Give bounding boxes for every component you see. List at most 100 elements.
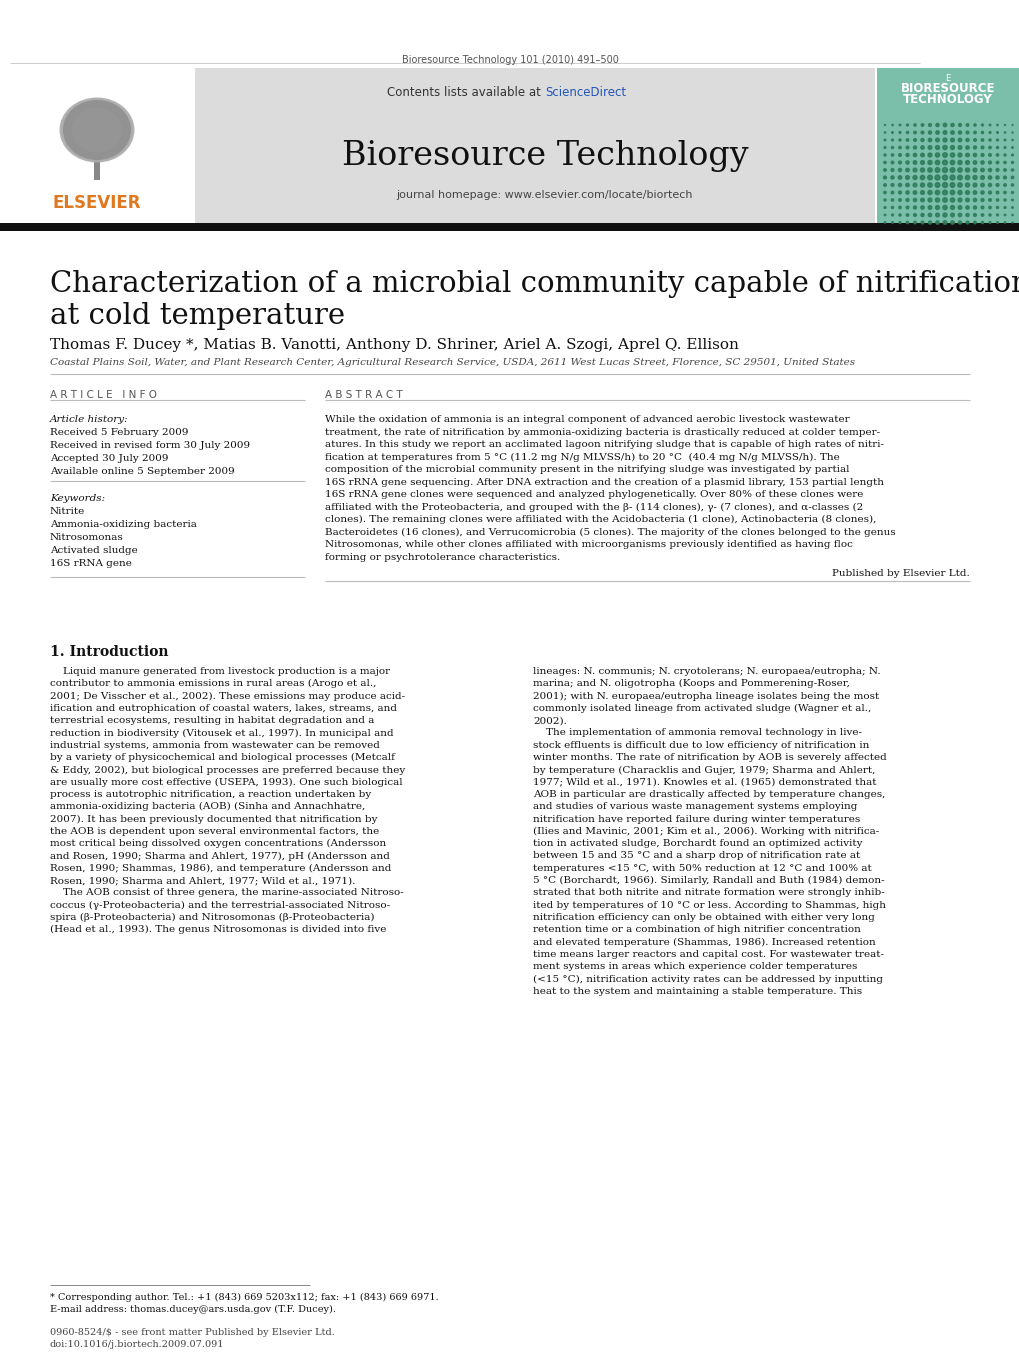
Circle shape — [935, 124, 938, 126]
Circle shape — [1011, 200, 1013, 201]
Circle shape — [972, 190, 976, 194]
Text: Keywords:: Keywords: — [50, 495, 105, 503]
Circle shape — [1011, 162, 1013, 163]
Circle shape — [965, 198, 968, 201]
Circle shape — [934, 198, 938, 202]
Circle shape — [965, 130, 968, 135]
Text: Nitrite: Nitrite — [50, 507, 86, 516]
Circle shape — [996, 198, 998, 201]
Text: terrestrial ecosystems, resulting in habitat degradation and a: terrestrial ecosystems, resulting in hab… — [50, 716, 374, 726]
Circle shape — [950, 198, 954, 202]
Circle shape — [950, 182, 954, 188]
Circle shape — [927, 145, 931, 149]
Circle shape — [882, 162, 886, 163]
Circle shape — [934, 145, 938, 149]
Circle shape — [950, 130, 954, 135]
Circle shape — [965, 213, 968, 216]
Circle shape — [980, 154, 983, 156]
Circle shape — [950, 205, 954, 209]
Text: 16S rRNA gene sequencing. After DNA extraction and the creation of a plasmid lib: 16S rRNA gene sequencing. After DNA extr… — [325, 477, 883, 487]
Circle shape — [912, 160, 916, 164]
Circle shape — [942, 145, 947, 149]
Circle shape — [905, 198, 908, 201]
Ellipse shape — [59, 98, 135, 163]
Circle shape — [898, 147, 901, 148]
Text: by temperature (Characklis and Gujer, 1979; Sharma and Ahlert,: by temperature (Characklis and Gujer, 19… — [533, 765, 874, 775]
Circle shape — [958, 213, 961, 216]
Text: (Head et al., 1993). The genus Nitrosomonas is divided into five: (Head et al., 1993). The genus Nitrosomo… — [50, 925, 386, 935]
Text: temperatures <15 °C, with 50% reduction at 12 °C and 100% at: temperatures <15 °C, with 50% reduction … — [533, 864, 871, 872]
Circle shape — [905, 169, 908, 171]
Text: contributor to ammonia emissions in rural areas (Arogo et al.,: contributor to ammonia emissions in rura… — [50, 680, 376, 689]
Circle shape — [942, 190, 947, 194]
Circle shape — [898, 222, 900, 223]
Text: E-mail address: thomas.ducey@ars.usda.gov (T.F. Ducey).: E-mail address: thomas.ducey@ars.usda.go… — [50, 1305, 335, 1314]
Text: nitrification have reported failure during winter temperatures: nitrification have reported failure duri… — [533, 814, 859, 824]
Circle shape — [891, 198, 893, 201]
Circle shape — [987, 154, 990, 156]
Text: 2002).: 2002). — [533, 716, 567, 726]
Circle shape — [882, 192, 886, 194]
Circle shape — [957, 154, 961, 156]
Circle shape — [1003, 147, 1005, 148]
Circle shape — [927, 222, 930, 224]
Text: retention time or a combination of high nitrifier concentration: retention time or a combination of high … — [533, 925, 860, 934]
Circle shape — [965, 124, 968, 126]
Circle shape — [942, 175, 947, 179]
Circle shape — [980, 183, 983, 186]
Circle shape — [906, 222, 908, 224]
Text: industrial systems, ammonia from wastewater can be removed: industrial systems, ammonia from wastewa… — [50, 741, 379, 750]
Text: Bioresource Technology 101 (2010) 491–500: Bioresource Technology 101 (2010) 491–50… — [401, 54, 618, 65]
Text: are usually more cost effective (USEPA, 1993). One such biological: are usually more cost effective (USEPA, … — [50, 777, 403, 787]
Circle shape — [996, 124, 998, 125]
Circle shape — [965, 169, 969, 173]
Text: ScienceDirect: ScienceDirect — [544, 86, 626, 99]
Circle shape — [905, 190, 908, 194]
Circle shape — [973, 222, 975, 224]
Circle shape — [996, 169, 998, 171]
Circle shape — [882, 183, 886, 186]
Circle shape — [883, 154, 886, 156]
Circle shape — [905, 160, 908, 164]
Text: Accepted 30 July 2009: Accepted 30 July 2009 — [50, 454, 168, 463]
Circle shape — [957, 145, 961, 149]
Text: 1. Introduction: 1. Introduction — [50, 646, 168, 659]
Circle shape — [996, 192, 998, 194]
Circle shape — [891, 162, 893, 164]
Text: treatment, the rate of nitrification by ammonia-oxidizing bacteria is drasticall: treatment, the rate of nitrification by … — [325, 428, 879, 436]
Text: time means larger reactors and capital cost. For wastewater treat-: time means larger reactors and capital c… — [533, 950, 883, 959]
Circle shape — [898, 207, 901, 209]
Circle shape — [987, 192, 990, 194]
Ellipse shape — [61, 99, 132, 160]
Circle shape — [957, 198, 961, 202]
Text: journal homepage: www.elsevier.com/locate/biortech: journal homepage: www.elsevier.com/locat… — [396, 190, 693, 200]
Circle shape — [950, 139, 954, 141]
Circle shape — [973, 124, 975, 126]
Text: Bacteroidetes (16 clones), and Verrucomicrobia (5 clones). The majority of the c: Bacteroidetes (16 clones), and Verrucomi… — [325, 527, 895, 537]
Circle shape — [943, 213, 946, 217]
Circle shape — [980, 160, 983, 164]
Circle shape — [942, 167, 947, 173]
Text: 2001); with N. europaea/eutropha lineage isolates being the most: 2001); with N. europaea/eutropha lineage… — [533, 692, 878, 701]
Text: E: E — [945, 73, 950, 83]
Circle shape — [987, 175, 990, 179]
Circle shape — [898, 139, 900, 141]
Circle shape — [950, 160, 954, 164]
Circle shape — [913, 145, 916, 149]
Text: 1977; Wild et al., 1971). Knowles et al. (1965) demonstrated that: 1977; Wild et al., 1971). Knowles et al.… — [533, 777, 875, 787]
Text: (Ilies and Mavinic, 2001; Kim et al., 2006). Working with nitrifica-: (Ilies and Mavinic, 2001; Kim et al., 20… — [533, 826, 878, 836]
Circle shape — [957, 160, 961, 164]
Circle shape — [973, 139, 975, 141]
Circle shape — [949, 175, 954, 179]
Circle shape — [934, 175, 940, 179]
Circle shape — [980, 213, 982, 216]
Circle shape — [943, 124, 946, 126]
Circle shape — [891, 169, 893, 171]
Circle shape — [1003, 154, 1005, 156]
Text: commonly isolated lineage from activated sludge (Wagner et al.,: commonly isolated lineage from activated… — [533, 704, 870, 713]
Text: 2007). It has been previously documented that nitrification by: 2007). It has been previously documented… — [50, 814, 377, 824]
Circle shape — [980, 132, 982, 133]
Circle shape — [898, 160, 901, 164]
Circle shape — [996, 162, 998, 164]
Text: The AOB consist of three genera, the marine-associated Nitroso-: The AOB consist of three genera, the mar… — [50, 889, 404, 897]
